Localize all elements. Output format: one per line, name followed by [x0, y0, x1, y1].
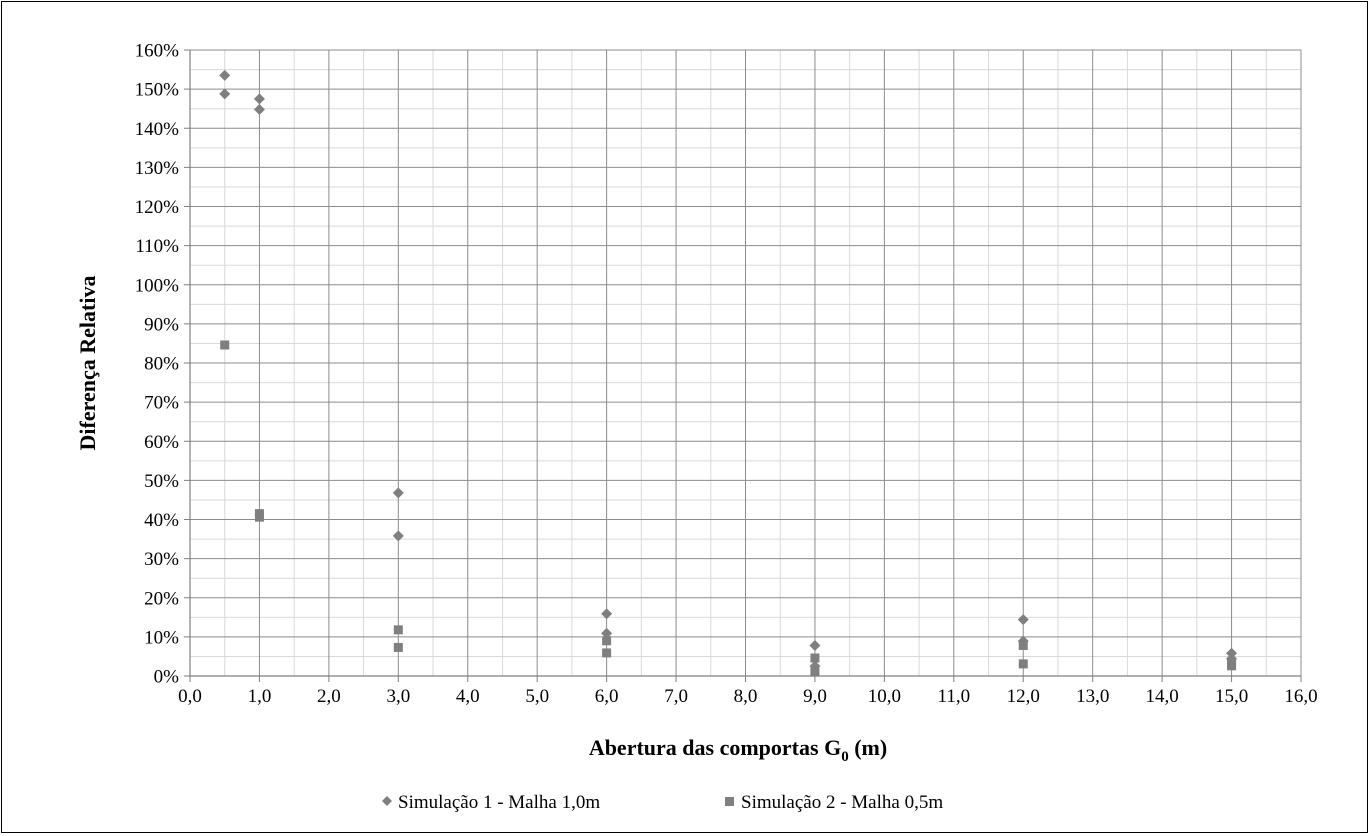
x-tick-label: 3,0	[386, 686, 410, 707]
y-tick-label: 90%	[144, 314, 179, 335]
legend-square-marker	[725, 797, 734, 806]
x-tick-label: 13,0	[1076, 686, 1109, 707]
x-tick-label: 16,0	[1284, 686, 1317, 707]
y-tick-label: 60%	[144, 432, 179, 453]
y-tick-label: 30%	[144, 549, 179, 570]
x-tick-label: 15,0	[1215, 686, 1248, 707]
grid	[190, 49, 1302, 676]
x-axis-title-unit: (m)	[849, 735, 887, 760]
data-point-diamond-series-1	[601, 627, 613, 639]
data-points	[219, 69, 1238, 677]
legend-diamond-marker	[382, 796, 392, 806]
y-tick-label: 160%	[135, 41, 180, 62]
data-point-diamond-series-1	[392, 530, 404, 542]
x-tick-labels: 0,0 1,0 2,0 3,0 4,0 5,0 6,0 7,0 8,0 9,0 10,0 11,0 12…	[178, 686, 1318, 707]
x-tick-label: 4,0	[456, 686, 480, 707]
y-axis-title: Diferença Relativa	[75, 276, 100, 451]
data-point-square-series-2	[602, 648, 612, 658]
y-tick-label: 70%	[144, 393, 179, 414]
axes	[184, 49, 1302, 682]
data-point-square-series-2	[810, 653, 820, 663]
x-tick-label: 6,0	[595, 686, 619, 707]
data-point-square-series-2	[810, 667, 820, 677]
x-tick-label: 11,0	[938, 686, 971, 707]
y-tick-label: 20%	[144, 588, 179, 609]
data-point-square-series-2	[1227, 661, 1237, 671]
y-tick-label: 110%	[135, 236, 179, 257]
data-point-square-series-2	[1018, 659, 1028, 669]
x-tick-label: 14,0	[1146, 686, 1179, 707]
data-point-square-series-2	[220, 340, 230, 350]
x-tick-label: 0,0	[178, 686, 202, 707]
data-point-square-series-2	[254, 512, 264, 522]
y-tick-label: 0%	[154, 667, 180, 688]
x-axis-title-main: Abertura das comportas G	[589, 735, 841, 760]
legend-label-series-1: Simulação 1 - Malha 1,0m	[398, 792, 600, 813]
x-tick-label: 8,0	[734, 686, 758, 707]
x-tick-label: 9,0	[803, 686, 827, 707]
y-tick-label: 140%	[135, 119, 180, 140]
x-tick-label: 1,0	[248, 686, 272, 707]
y-tick-label: 120%	[135, 197, 180, 218]
legend: Simulação 1 - Malha 1,0m Simulação 2 - M…	[382, 792, 943, 813]
y-tick-label: 150%	[135, 80, 180, 101]
y-tick-label: 80%	[144, 354, 179, 375]
data-point-diamond-series-1	[219, 69, 231, 81]
legend-item-series-1: Simulação 1 - Malha 1,0m	[382, 792, 600, 813]
data-point-diamond-series-1	[809, 639, 821, 651]
legend-item-series-2: Simulação 2 - Malha 0,5m	[725, 792, 943, 813]
data-point-diamond-series-1	[253, 93, 265, 105]
data-point-square-series-2	[602, 636, 612, 646]
legend-label-series-2: Simulação 2 - Malha 0,5m	[741, 792, 943, 813]
data-point-square-series-2	[393, 642, 403, 652]
x-axis-title-subscript: 0	[841, 749, 849, 765]
x-tick-label: 2,0	[317, 686, 341, 707]
x-tick-label: 7,0	[664, 686, 688, 707]
x-tick-label: 5,0	[525, 686, 549, 707]
y-tick-label: 50%	[144, 471, 179, 492]
y-tick-label: 10%	[144, 627, 179, 648]
y-tick-labels: 0% 10% 20% 30% 40% 50% 60% 70% 80% 90% 100% 110% 120…	[135, 41, 180, 688]
y-tick-label: 100%	[135, 275, 180, 296]
data-point-square-series-2	[1018, 640, 1028, 650]
data-point-diamond-series-1	[392, 487, 404, 499]
data-point-diamond-series-1	[219, 88, 231, 100]
data-point-diamond-series-1	[601, 608, 613, 620]
data-point-diamond-series-1	[253, 103, 265, 115]
x-tick-label: 10,0	[868, 686, 901, 707]
data-point-diamond-series-1	[1017, 614, 1029, 626]
y-tick-label: 40%	[144, 510, 179, 531]
y-tick-label: 130%	[135, 158, 180, 179]
data-point-square-series-2	[393, 625, 403, 635]
x-axis-title: Abertura das comportas G0 (m)	[589, 735, 887, 765]
x-tick-label: 12,0	[1007, 686, 1040, 707]
